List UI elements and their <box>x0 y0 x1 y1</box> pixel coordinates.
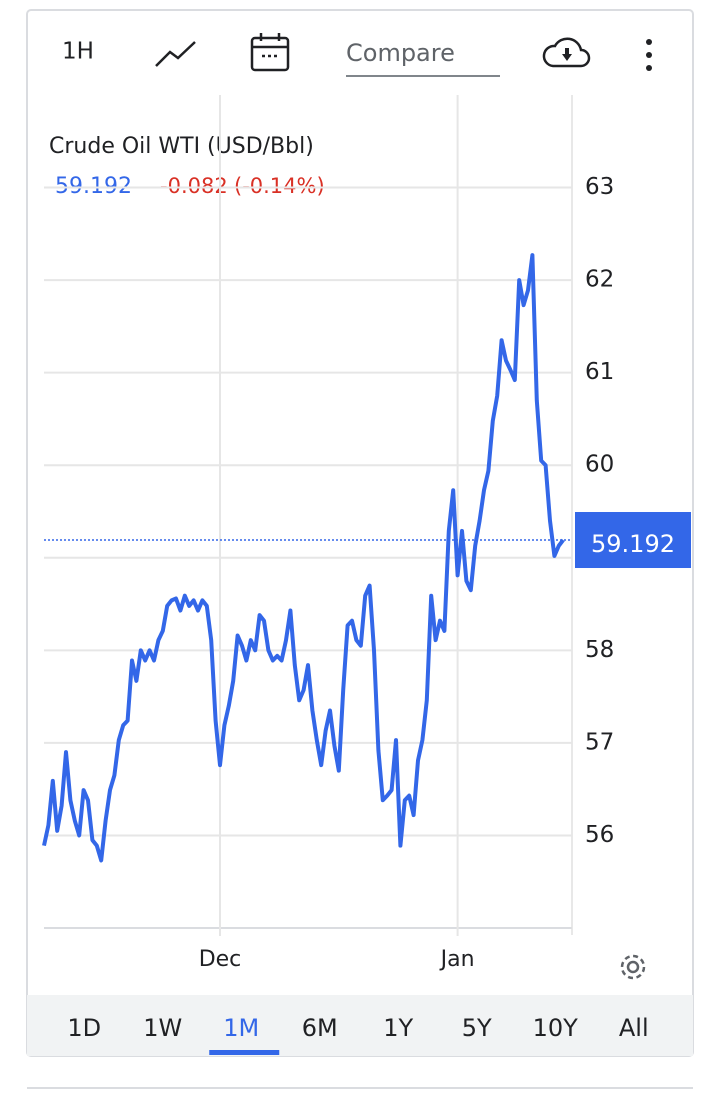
range-button[interactable]: 10Y <box>533 1014 579 1042</box>
y-tick-label: 57 <box>585 729 614 755</box>
last-price-badge <box>575 512 691 569</box>
range-button[interactable]: 6M <box>302 1014 338 1042</box>
price: 59.192 <box>55 174 132 199</box>
range-button[interactable]: 1W <box>143 1014 182 1042</box>
change-percent: (-0.14%) <box>234 174 325 198</box>
price-line <box>42 253 565 863</box>
y-tick-label: 56 <box>585 822 614 848</box>
download-icon[interactable] <box>542 37 591 68</box>
last-price-label: 59.192 <box>591 530 675 558</box>
instrument-name: Crude Oil WTI (USD/Bbl) <box>49 134 314 159</box>
chart-type-icon[interactable] <box>155 41 196 67</box>
compare-input[interactable]: Compare <box>346 39 455 67</box>
interval-button[interactable]: 1H <box>62 39 94 65</box>
y-tick-label: 63 <box>585 174 614 200</box>
calendar-icon[interactable] <box>250 33 290 72</box>
range-button[interactable]: All <box>619 1014 649 1042</box>
range-button[interactable]: 1Y <box>383 1014 413 1042</box>
range-button[interactable]: 5Y <box>462 1014 492 1042</box>
y-tick-label: 62 <box>585 267 614 293</box>
range-button[interactable]: 1M <box>223 1014 259 1042</box>
plot <box>42 95 572 936</box>
y-tick-label: 60 <box>585 452 614 478</box>
x-tick-label: Jan <box>439 947 475 972</box>
y-tick-label: 61 <box>585 359 614 385</box>
x-tick-label: Dec <box>199 947 242 972</box>
range-button[interactable]: 1D <box>67 1014 101 1042</box>
range-selected-underline <box>209 1050 280 1055</box>
change: -0.082 <box>160 174 228 198</box>
range-bar <box>27 995 693 1056</box>
y-tick-label: 58 <box>585 637 614 663</box>
menu-icon[interactable] <box>646 39 652 71</box>
settings-icon[interactable] <box>620 954 646 980</box>
